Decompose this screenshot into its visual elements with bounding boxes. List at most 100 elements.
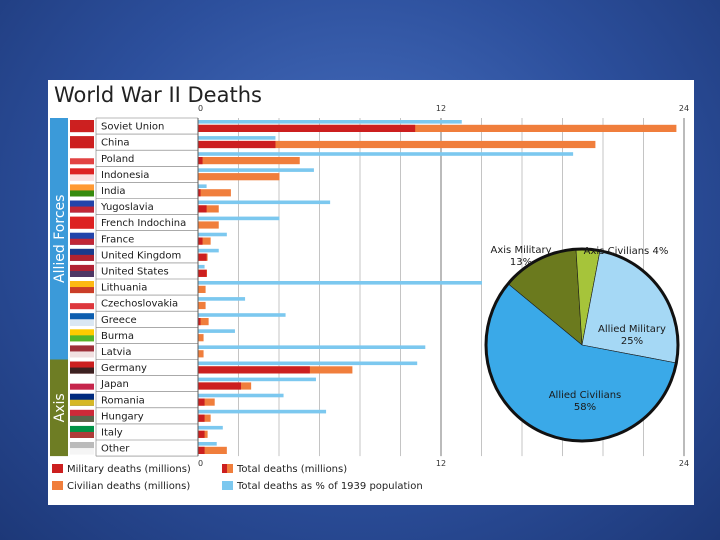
bar-percent-population [198, 361, 418, 366]
pie-value: 58% [574, 402, 596, 413]
legend-label: Military deaths (millions) [67, 464, 191, 475]
country-label: Poland [101, 154, 134, 165]
bottom-tick-label: 12 [436, 459, 446, 468]
bar-percent-population [198, 281, 482, 285]
bar-percent-population [198, 216, 280, 221]
gridlines [95, 117, 685, 457]
bar-military-deaths [198, 446, 205, 454]
bar-military-deaths [198, 414, 205, 422]
country-label: Latvia [101, 347, 131, 358]
bars [198, 120, 677, 454]
country-label: French Indochina [101, 218, 186, 229]
bar-total-deaths [198, 205, 219, 213]
bar-military-deaths [198, 140, 276, 149]
legend-label: Civilian deaths (millions) [67, 481, 190, 492]
legend-swatch [57, 481, 63, 490]
flag-icon-stripe [70, 383, 94, 390]
bar-percent-population [198, 232, 227, 237]
legend-swatch [222, 464, 228, 473]
legend-swatch [227, 481, 233, 490]
pie-outline [484, 247, 680, 443]
bar-military-deaths [198, 382, 242, 390]
flag-icon-stripe [70, 367, 94, 374]
flag-icon-stripe [70, 270, 94, 277]
flag-icon-stripe [70, 448, 94, 455]
legend-swatch [52, 464, 58, 473]
flag-icon-stripe [70, 174, 94, 181]
bar-total-deaths [198, 221, 219, 229]
country-label: Lithuania [101, 283, 147, 294]
bar-total-deaths [198, 350, 204, 358]
bar-total-deaths [198, 301, 206, 310]
bar-percent-population [198, 377, 316, 382]
country-label: Italy [101, 427, 123, 438]
bar-total-deaths [198, 157, 300, 165]
bar-total-deaths [198, 334, 204, 342]
top-tick-label: 0 [198, 104, 203, 113]
bar-total-deaths [198, 189, 231, 197]
group-band [50, 359, 68, 457]
legend-swatch [52, 481, 58, 490]
flag-icon-stripe [70, 254, 94, 261]
pie-label: Axis Military [491, 245, 552, 256]
bar-percent-population [198, 120, 462, 124]
flag-icon-stripe [70, 158, 94, 165]
bar-percent-population [198, 136, 276, 140]
top-tick-label: 12 [436, 104, 446, 113]
bar-military-deaths [198, 124, 416, 132]
bar-percent-population [198, 200, 331, 205]
bar-percent-population [198, 409, 327, 414]
country-label: Burma [101, 331, 134, 342]
bar-percent-population [198, 168, 314, 172]
legend-swatch [222, 481, 228, 490]
country-label: United States [101, 266, 169, 277]
bottom-tick-label: 0 [198, 459, 203, 468]
flag-icon-stripe [70, 335, 94, 342]
country-label: Indonesia [101, 170, 149, 181]
bar-military-deaths [198, 269, 207, 277]
bar-total-deaths [198, 124, 677, 132]
bar-percent-population [198, 345, 426, 349]
bar-military-deaths [198, 398, 205, 406]
pie-label: Allied Military [598, 324, 666, 335]
legend-label: Total deaths as % of 1939 population [236, 481, 423, 492]
legend: Military deaths (millions) Total deaths (… [52, 464, 423, 492]
group-bands: Allied Forces Axis [50, 118, 68, 457]
chart-title: World War II Deaths [54, 83, 262, 107]
bar-percent-population [198, 425, 223, 430]
bar-percent-population [198, 442, 217, 446]
group-label: Allied Forces [52, 195, 68, 283]
group-label: Axis [52, 393, 68, 422]
country-flags [70, 120, 94, 455]
flag-icon-stripe [70, 126, 94, 133]
bar-percent-population [198, 297, 246, 301]
bar-total-deaths [198, 285, 206, 293]
bottom-tick-label: 24 [679, 459, 689, 468]
legend-swatch [227, 464, 233, 473]
bar-total-deaths [198, 140, 596, 149]
country-label: Germany [101, 363, 147, 374]
pie-label: Allied Civilians [549, 390, 622, 401]
top-tick-label: 24 [679, 104, 689, 113]
bar-total-deaths [198, 173, 280, 181]
flag-icon-stripe [70, 415, 94, 422]
country-labels: Soviet Union China Poland Indonesia India Yug… [100, 122, 186, 455]
bar-military-deaths [198, 237, 203, 245]
bar-military-deaths [198, 430, 205, 438]
bottom-axis-ticks: 0 12 24 [198, 459, 689, 468]
flag-icon-stripe [70, 222, 94, 229]
group-band [50, 118, 68, 360]
country-label: Greece [101, 315, 137, 326]
flag-icon-stripe [70, 431, 94, 438]
top-axis-ticks: 0 12 24 [198, 104, 689, 113]
country-label: Yugoslavia [100, 202, 154, 213]
bar-military-deaths [198, 366, 310, 374]
legend-label: Total deaths (millions) [236, 464, 347, 475]
bar-military-deaths [198, 157, 203, 165]
pie-value: 25% [621, 336, 643, 347]
flag-icon-stripe [70, 238, 94, 245]
bar-percent-population [198, 313, 286, 317]
country-label: Soviet Union [101, 122, 164, 133]
pie-value: 13% [510, 257, 532, 268]
country-label: Romania [101, 395, 145, 406]
